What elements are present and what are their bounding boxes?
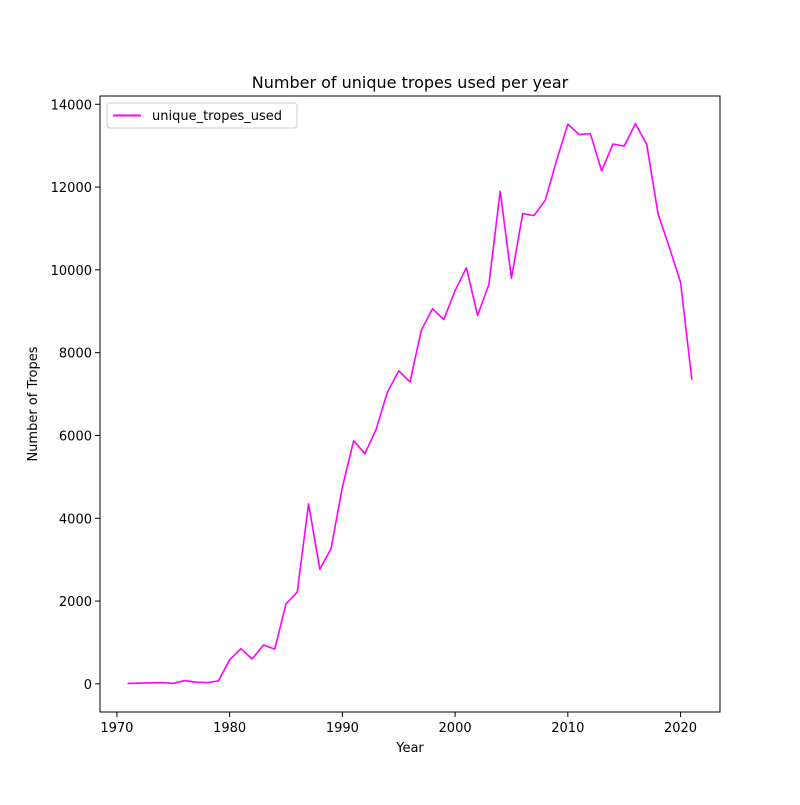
x-tick-label: 1970 (100, 721, 133, 736)
x-axis: 1970 1980 1990 2000 2010 2020 (100, 712, 697, 736)
chart-title: Number of unique tropes used per year (252, 73, 569, 92)
y-tick-label: 2000 (59, 595, 92, 610)
x-tick-label: 2020 (664, 721, 697, 736)
y-tick-label: 12000 (51, 181, 92, 196)
y-axis: 0 2000 4000 6000 8000 10000 12000 14000 (51, 98, 100, 693)
series-line-unique-tropes-used (127, 122, 693, 685)
plot-area (99, 95, 721, 713)
series-layer (127, 122, 693, 685)
y-tick-label: 10000 (51, 264, 92, 279)
legend-label-unique-tropes-used: unique_tropes_used (152, 109, 282, 124)
x-tick-label: 1990 (326, 721, 359, 736)
legend-box (106, 102, 298, 129)
y-tick-label: 14000 (51, 98, 92, 113)
y-tick-label: 6000 (59, 429, 92, 444)
y-tick-label: 4000 (59, 512, 92, 527)
y-tick-label: 8000 (59, 347, 92, 362)
x-tick-label: 2000 (439, 721, 472, 736)
x-axis-label: Year (395, 741, 424, 756)
y-tick-label: 0 (84, 678, 92, 693)
y-axis-label: Number of Tropes (26, 346, 41, 461)
x-tick-label: 2010 (551, 721, 584, 736)
legend: unique_tropes_used (106, 102, 298, 129)
x-tick-label: 1980 (213, 721, 246, 736)
